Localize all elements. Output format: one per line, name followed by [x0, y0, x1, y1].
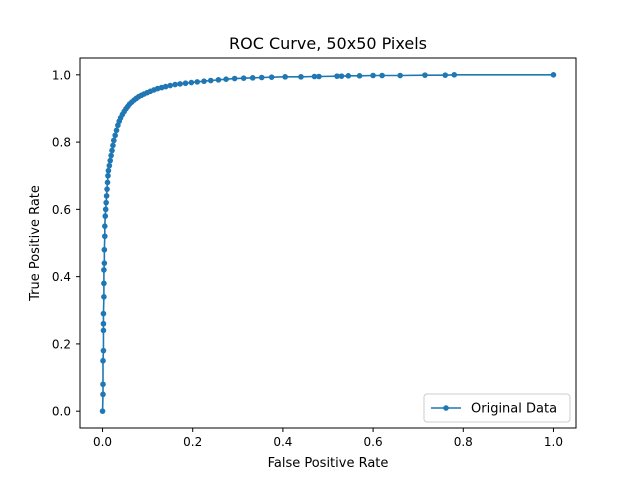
data-point — [338, 73, 345, 79]
data-point — [298, 74, 304, 80]
y-tick-label: 0.0 — [52, 405, 71, 419]
x-tick-label: 0.2 — [183, 435, 202, 449]
data-point — [167, 82, 173, 89]
x-tick-label: 1.0 — [544, 435, 563, 449]
data-point — [102, 223, 108, 229]
data-point — [223, 76, 229, 82]
y-tick-label: 0.2 — [52, 337, 71, 351]
data-point — [451, 72, 458, 78]
data-point — [334, 73, 340, 79]
series-layer — [99, 72, 557, 414]
y-tick-label: 0.6 — [52, 203, 71, 217]
x-tick-label: 0.0 — [93, 435, 112, 449]
data-point — [102, 206, 109, 213]
data-point — [101, 246, 108, 253]
data-point — [102, 233, 108, 240]
legend-frame — [423, 393, 571, 423]
y-tick-label: 0.8 — [52, 136, 71, 150]
data-point — [162, 83, 169, 90]
data-point — [356, 73, 363, 79]
data-point — [104, 179, 111, 186]
data-point — [101, 260, 108, 266]
data-point — [194, 79, 201, 85]
data-point — [182, 80, 189, 87]
chart-title: ROC Curve, 50x50 Pixels — [229, 34, 427, 53]
data-point — [282, 74, 288, 80]
data-point — [101, 294, 107, 300]
data-point — [240, 75, 247, 81]
data-point — [207, 77, 214, 84]
y-axis-ticks: 0.0 0.2 0.4 0.6 0.8 1.0 — [52, 68, 80, 419]
data-point — [100, 391, 106, 398]
y-axis-label: True Positive Rate — [28, 185, 43, 302]
plot-area — [79, 57, 577, 429]
data-point — [104, 186, 110, 192]
plot-frame — [79, 57, 577, 429]
data-point — [101, 280, 107, 287]
data-point — [100, 357, 106, 364]
data-point — [188, 79, 195, 86]
data-point — [215, 77, 222, 83]
data-point — [172, 81, 178, 88]
data-point — [102, 213, 109, 219]
data-point — [442, 72, 449, 78]
legend-marker-swatch — [443, 405, 449, 411]
data-point — [108, 152, 114, 159]
data-point — [105, 167, 112, 174]
y-tick-label: 0.4 — [52, 270, 71, 284]
x-axis-label: False Positive Rate — [268, 456, 389, 471]
data-point — [103, 199, 109, 206]
data-point — [370, 72, 376, 79]
data-point — [101, 267, 107, 273]
data-point — [100, 320, 107, 327]
data-point — [249, 75, 256, 81]
x-tick-label: 0.8 — [454, 435, 473, 449]
legend: Original Data — [423, 393, 571, 423]
data-point — [311, 73, 318, 80]
data-point — [100, 347, 107, 354]
data-point — [177, 81, 183, 87]
data-point — [100, 327, 107, 334]
data-point — [113, 127, 120, 134]
data-point — [109, 147, 115, 154]
data-point — [100, 381, 106, 388]
data-point — [103, 193, 110, 199]
data-point — [106, 162, 113, 169]
data-point — [99, 408, 106, 414]
data-point — [258, 74, 265, 81]
data-point — [105, 172, 111, 179]
data-point — [550, 72, 557, 78]
data-point — [268, 74, 275, 80]
data-point — [111, 137, 117, 144]
data-point — [231, 75, 238, 82]
data-point — [345, 73, 352, 79]
data-point — [110, 142, 116, 149]
x-tick-label: 0.6 — [364, 435, 383, 449]
x-tick-label: 0.4 — [273, 435, 292, 449]
data-point — [100, 310, 107, 317]
data-point — [397, 72, 403, 79]
y-tick-label: 1.0 — [52, 68, 71, 82]
data-point — [316, 73, 322, 80]
data-point — [201, 78, 207, 85]
data-point — [112, 132, 118, 139]
x-axis-ticks: 0.0 0.2 0.4 0.6 0.8 1.0 — [93, 428, 563, 449]
data-point — [107, 157, 114, 164]
data-point — [379, 72, 385, 79]
data-point — [422, 72, 428, 78]
legend-entry-original-data: Original Data — [471, 402, 557, 417]
